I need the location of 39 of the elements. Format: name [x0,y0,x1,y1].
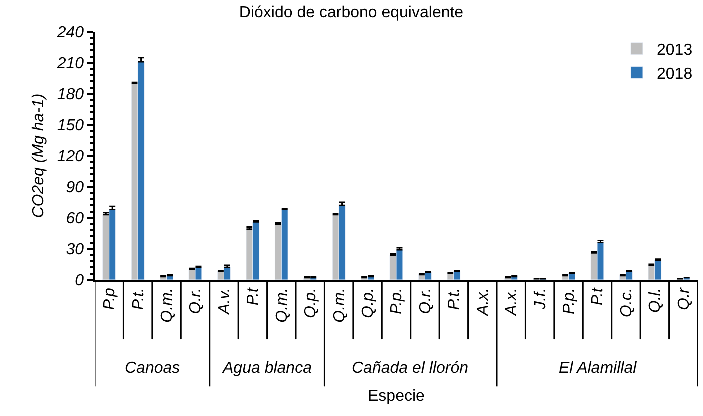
y-tick-label: 210 [56,56,84,73]
x-tick-label: Q.c. [618,288,636,318]
x-tick-label: Q.r [676,287,693,310]
text: El Alamillal [559,360,638,377]
x-tick-label: Q.m. [158,288,176,323]
text: Cañada el llorón [352,360,469,377]
chart-title: Dióxido de carbono equivalente [239,4,464,22]
legend-label: 2013 [657,42,693,60]
x-tick-label: A.x. [474,288,492,317]
x-tick-label: P.t [590,288,607,306]
y-tick-label: 120 [57,148,84,166]
x-tick-label: Q.m. [274,288,291,323]
x-tick-label: Q.r. [417,288,434,314]
x-tick-label: P.p. [560,288,578,315]
x-tick-label: P.t. [446,288,464,310]
text: Agua blanca [222,360,312,377]
text: Canoas [125,360,180,377]
legend-label: 2018 [657,66,693,83]
x-tick-label: J.f. [532,288,550,310]
x-tick-label: Q.l. [647,288,664,314]
x-tick-label: Q.p. [360,288,377,318]
x-tick-label: A.v. [216,288,234,316]
y-tick-label: 180 [57,86,84,104]
y-tick-label: 0 [75,272,84,290]
x-tick-label: P.t [245,288,262,306]
y-tick-label: 240 [56,24,84,42]
x-tick-label: P.p [102,288,119,310]
x-axis-title: Especie [368,388,426,405]
x-tick-label: Q.m. [331,288,348,323]
y-tick-label: 150 [57,118,84,135]
x-tick-label: Q.p. [302,288,320,318]
x-tick-label: Q.r. [188,288,205,314]
x-tick-label: P.p. [388,288,406,315]
y-tick-label: 90 [66,180,84,197]
y-axis-title: CO2eq (Mg ha-1) [30,94,48,218]
x-tick-label: A.x. [504,288,521,317]
y-tick-label: 30 [66,242,84,259]
x-tick-label: P.t. [130,288,148,310]
y-tick-label: 60 [66,210,84,228]
